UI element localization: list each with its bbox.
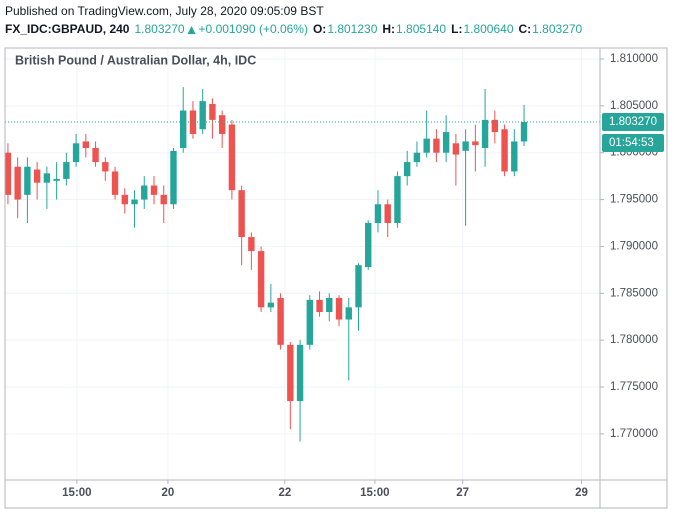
candle-body [462,141,469,151]
y-tick-label: 1.785000 [610,287,658,299]
up-arrow [187,26,196,34]
candle-body [24,166,31,195]
grid [5,48,600,480]
candle-body [72,143,80,163]
candle-body [394,176,401,223]
ohlc-value: 1.801230 [327,22,377,36]
y-tick-label: 1.790000 [610,240,658,252]
candle-body [238,190,245,238]
candle-body [316,299,323,313]
candle-body [170,150,177,205]
y-tick-label: 1.805000 [610,100,658,112]
frame [4,47,668,509]
ohlc-value: 1.803270 [532,22,582,36]
plot [4,87,600,442]
candle-body [257,251,265,308]
chart-title: British Pound / Australian Dollar, 4h, I… [15,53,256,67]
x-tick-label: 29 [575,487,588,499]
x-tick-label: 27 [456,487,469,499]
published-line: Published on TradingView.com, July 28, 2… [5,4,324,18]
ohlc-value: 1.800640 [463,22,513,36]
candle-body [131,199,138,205]
candle-body [326,297,333,313]
candle-body [14,166,21,200]
x-tick-label: 20 [162,487,175,499]
candle-body [189,110,197,134]
ohlc-name: L: [451,22,462,36]
candle-body [4,152,12,195]
candle-body [287,344,294,402]
y-tick-label: 1.795000 [610,194,658,206]
quote-line: FX_IDC:GBPAUD, 240 1.803270 +0.001090 (+0.… [5,22,583,36]
candle-body [111,171,119,195]
candle-body [433,138,440,153]
candle-body [384,204,391,223]
candle-body [43,173,51,183]
last-price-label: 1.803270 [609,116,657,128]
candle-body [452,143,460,155]
candle-body [160,194,167,205]
candle-body [520,122,528,142]
candle-body [209,103,216,120]
candle-body [335,297,343,320]
y-tick-label: 1.770000 [610,428,658,440]
candle-body [442,132,450,153]
ohlc-name: H: [382,22,395,36]
candle-body [121,194,128,205]
candle-body [150,185,158,195]
y-tick-label: 1.780000 [610,334,658,346]
candle-body [33,169,41,183]
candle-body [141,185,148,200]
candle-body [491,119,499,133]
y-tick-label: 1.810000 [610,53,658,65]
candle-body [481,119,489,149]
change: +0.001090 (+0.06%) [199,22,308,36]
candle-body [82,141,90,149]
y-tick-label: 1.775000 [610,381,658,393]
x-tick-label: 15:00 [360,487,389,499]
candle-body [355,265,362,308]
countdown-label: 01:54:53 [609,137,654,149]
x-tick-label: 22 [278,487,291,499]
axes: 1.770000 1.775000 1.780000 1.785000 1.790000… [62,53,664,499]
candle-body [180,110,187,149]
candle-body [472,141,479,146]
last-quote: 1.803270 [134,22,184,36]
candle-body [218,115,226,134]
candle-body [267,302,275,308]
candle-body [92,148,99,163]
ohlc-name: O: [313,22,326,36]
candle-body [63,162,70,179]
candle-body [277,297,284,345]
last-price-box [602,113,664,132]
candle-body [228,124,236,191]
ohlc-value: 1.805140 [396,22,446,36]
candle-body [345,307,352,320]
candle-body [199,101,206,130]
candle-body [53,178,60,181]
candle-body [403,162,411,177]
candle-body [365,222,372,268]
ohlc-name: C: [519,22,532,36]
candle-body [501,129,508,172]
candle-body [413,152,421,163]
candle-body [248,237,255,252]
candle-body [296,344,304,402]
countdown-box [602,134,664,153]
symbol: FX_IDC:GBPAUD, 240 [5,22,130,36]
candle-body [423,138,430,153]
candle-body [306,299,314,345]
candle-body [374,204,382,223]
x-tick-label: 15:00 [62,487,91,499]
candle-body [511,141,518,172]
candle-body [102,162,109,172]
